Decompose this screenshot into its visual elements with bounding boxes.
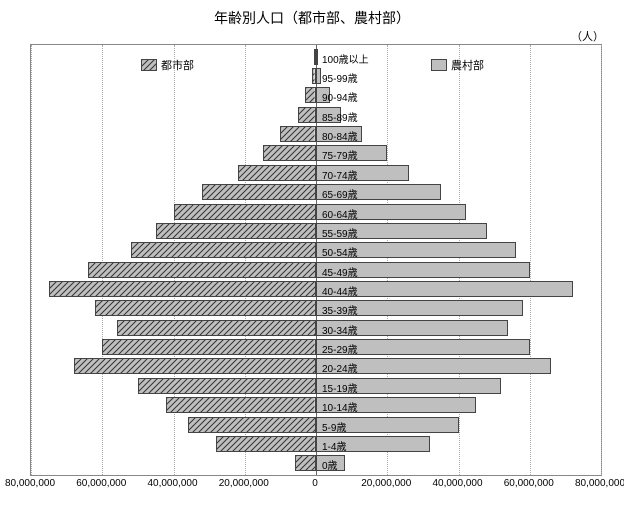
legend-swatch-right: [431, 59, 447, 71]
bar-left: [263, 145, 316, 161]
bar-row: 85-89歳: [31, 105, 601, 124]
bar-row: 70-74歳: [31, 163, 601, 182]
bar-left: [298, 107, 316, 123]
x-tick-label: 40,000,000: [432, 478, 482, 489]
bar-row: 45-49歳: [31, 260, 601, 279]
x-tick-label: 60,000,000: [76, 478, 126, 489]
category-label: 1-4歳: [322, 438, 392, 453]
bar-left: [188, 417, 316, 433]
bar-left: [102, 339, 316, 355]
category-label: 45-49歳: [322, 264, 392, 279]
bar-row: 50-54歳: [31, 241, 601, 260]
legend-swatch-left: [141, 59, 157, 71]
category-label: 40-44歳: [322, 283, 392, 298]
category-label: 90-94歳: [322, 89, 392, 104]
bar-row: 30-34歳: [31, 318, 601, 337]
x-tick-label: 20,000,000: [219, 478, 269, 489]
bar-left: [95, 300, 316, 316]
category-label: 30-34歳: [322, 322, 392, 337]
x-tick-label: 40,000,000: [147, 478, 197, 489]
x-tick-label: 80,000,000: [5, 478, 55, 489]
bar-row: 1-4歳: [31, 434, 601, 453]
bar-left: [238, 165, 316, 181]
bar-row: 55-59歳: [31, 221, 601, 240]
bar-row: 75-79歳: [31, 144, 601, 163]
legend-right-label: 農村部: [451, 57, 484, 73]
bar-left: [295, 455, 316, 471]
bar-row: 25-29歳: [31, 337, 601, 356]
chart-container: 年齢別人口（都市部、農村部） （人） 都市部 農村部 100歳以上 95-99歳 9…: [0, 0, 624, 516]
bar-row: 40-44歳: [31, 279, 601, 298]
category-label: 0歳: [322, 457, 392, 472]
bar-row: 90-94歳: [31, 86, 601, 105]
bar-left: [74, 358, 316, 374]
bar-row: 80-84歳: [31, 124, 601, 143]
category-label: 5-9歳: [322, 419, 392, 434]
bar-left: [131, 242, 316, 258]
category-label: 35-39歳: [322, 302, 392, 317]
bar-left: [174, 204, 317, 220]
bar-left: [49, 281, 316, 297]
category-label: 75-79歳: [322, 147, 392, 162]
category-label: 70-74歳: [322, 167, 392, 182]
bar-row: 95-99歳: [31, 66, 601, 85]
bar-right: [316, 68, 321, 84]
category-label: 20-24歳: [322, 360, 392, 375]
bar-left: [138, 378, 316, 394]
plot-area: 都市部 農村部 100歳以上 95-99歳 90-94歳 85-89歳 80-84歳 75…: [30, 44, 602, 476]
unit-label: （人）: [571, 28, 604, 44]
bar-row: 20-24歳: [31, 357, 601, 376]
category-label: 85-89歳: [322, 109, 392, 124]
bar-row: 15-19歳: [31, 376, 601, 395]
bar-left: [166, 397, 316, 413]
category-label: 10-14歳: [322, 399, 392, 414]
bar-left: [202, 184, 316, 200]
bar-row: 65-69歳: [31, 183, 601, 202]
bar-left: [156, 223, 316, 239]
bar-row: 0歳: [31, 454, 601, 473]
bar-row: 5-9歳: [31, 415, 601, 434]
grid-line: [601, 45, 602, 475]
bar-left: [88, 262, 316, 278]
category-label: 100歳以上: [322, 51, 392, 66]
bar-left: [216, 436, 316, 452]
category-label: 95-99歳: [322, 70, 392, 85]
bar-left: [305, 87, 316, 103]
category-label: 50-54歳: [322, 244, 392, 259]
legend-left-label: 都市部: [161, 57, 194, 73]
x-tick-label: 60,000,000: [504, 478, 554, 489]
x-axis: 80,000,00060,000,00040,000,00020,000,000…: [30, 478, 600, 508]
category-label: 60-64歳: [322, 206, 392, 221]
category-label: 65-69歳: [322, 186, 392, 201]
category-label: 25-29歳: [322, 341, 392, 356]
bar-row: 60-64歳: [31, 202, 601, 221]
x-tick-label: 20,000,000: [361, 478, 411, 489]
chart-title: 年齢別人口（都市部、農村部）: [0, 0, 624, 28]
legend-right: 農村部: [431, 57, 484, 73]
x-tick-label: 80,000,000: [575, 478, 624, 489]
category-label: 15-19歳: [322, 380, 392, 395]
category-label: 55-59歳: [322, 225, 392, 240]
category-label: 80-84歳: [322, 128, 392, 143]
bar-row: 10-14歳: [31, 396, 601, 415]
legend-left: 都市部: [141, 57, 194, 73]
bar-row: 35-39歳: [31, 299, 601, 318]
bar-left: [117, 320, 317, 336]
bar-left: [280, 126, 316, 142]
bar-row: 100歳以上: [31, 47, 601, 66]
bar-right: [316, 49, 318, 65]
x-tick-label: 0: [312, 478, 318, 489]
